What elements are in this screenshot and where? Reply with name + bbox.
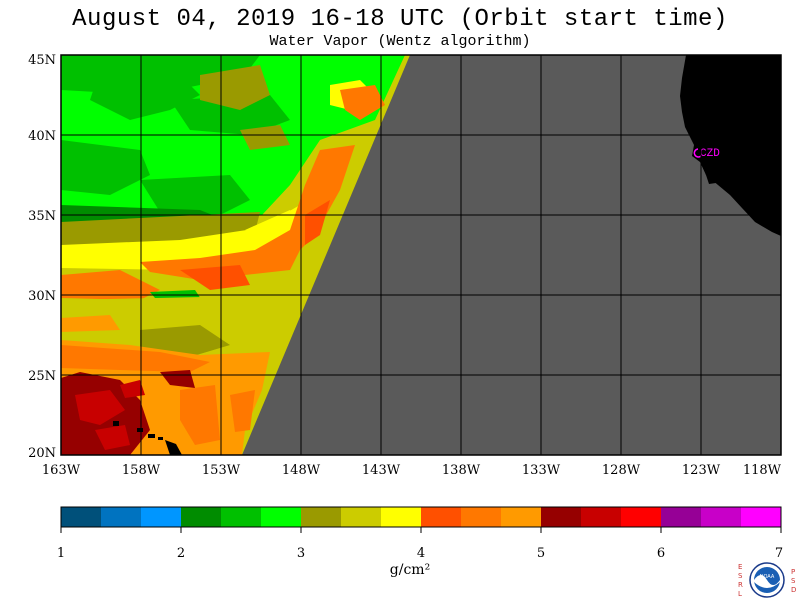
colorbar-swatch — [421, 507, 461, 527]
longitude-labels: 163W 158W 153W 148W 143W 138W 133W 128W … — [42, 463, 782, 478]
station-marker — [693, 148, 702, 158]
colorbar-swatch — [61, 507, 101, 527]
lon-label: 143W — [362, 463, 401, 478]
station-label: CZD — [700, 148, 720, 160]
lat-label: 30N — [28, 289, 56, 304]
colorbar-swatch — [461, 507, 501, 527]
lat-label: 25N — [28, 369, 56, 384]
colorbar-swatch — [701, 507, 741, 527]
colorbar-swatch — [661, 507, 701, 527]
colorbar-swatch — [341, 507, 381, 527]
lon-label: 138W — [442, 463, 481, 478]
lon-label: 123W — [682, 463, 721, 478]
colorbar-tick-label: 6 — [657, 546, 665, 561]
lat-label: 20N — [28, 446, 56, 461]
colorbar-tick-labels: 1 2 3 4 5 6 7 — [57, 546, 783, 561]
logo-letter-r: R — [738, 581, 743, 589]
colorbar-swatch — [181, 507, 221, 527]
lat-label: 35N — [28, 209, 56, 224]
lon-label: 118W — [743, 463, 782, 478]
hawaii-islands — [113, 421, 182, 455]
colorbar-swatch — [501, 507, 541, 527]
logo-letter-d: D — [791, 586, 796, 594]
colorbar-swatch — [221, 507, 261, 527]
colorbar-swatch — [101, 507, 141, 527]
lat-label: 45N — [28, 53, 56, 68]
lon-label: 128W — [602, 463, 641, 478]
logo-center-text: NOAA — [760, 574, 775, 580]
logo-letter-e: E — [738, 563, 742, 571]
colorbar-tick-label: 7 — [775, 546, 783, 561]
lon-label: 133W — [522, 463, 561, 478]
colorbar-swatch — [301, 507, 341, 527]
colorbar-swatch — [741, 507, 781, 527]
logo-letter-p: P — [791, 568, 795, 576]
lon-label: 153W — [202, 463, 241, 478]
lon-label: 163W — [42, 463, 81, 478]
colorbar-tick-label: 5 — [537, 546, 545, 561]
colorbar — [60, 506, 782, 533]
logo-letter-s: S — [738, 572, 743, 580]
lat-label: 40N — [28, 129, 56, 144]
lon-label: 148W — [282, 463, 321, 478]
colorbar-tick-label: 4 — [417, 546, 425, 561]
colorbar-swatch — [581, 507, 621, 527]
colorbar-tick-label: 1 — [57, 546, 65, 561]
water-vapor-swath — [61, 55, 410, 455]
north-america-land — [680, 55, 781, 236]
logo-letter-s2: S — [791, 577, 796, 585]
colorbar-swatch — [621, 507, 661, 527]
colorbar-tick-label: 3 — [297, 546, 305, 561]
map-title: August 04, 2019 16-18 UTC (Orbit start t… — [72, 6, 728, 33]
map-subtitle: Water Vapor (Wentz algorithm) — [269, 33, 531, 50]
map-panel — [61, 55, 781, 455]
colorbar-swatch — [261, 507, 301, 527]
colorbar-swatch — [141, 507, 181, 527]
lon-label: 158W — [122, 463, 161, 478]
lat-lon-grid — [61, 55, 781, 455]
colorbar-tick-label: 2 — [177, 546, 185, 561]
logo-letter-l: L — [738, 590, 742, 598]
colorbar-swatch — [541, 507, 581, 527]
colorbar-units: g/cm² — [389, 562, 431, 578]
latitude-labels: 45N 40N 35N 30N 25N 20N — [28, 53, 56, 461]
coastal-islands — [705, 172, 716, 184]
map-frame — [60, 54, 782, 456]
noaa-logo: E S R L P S D NOAA — [738, 562, 796, 598]
colorbar-swatch — [381, 507, 421, 527]
